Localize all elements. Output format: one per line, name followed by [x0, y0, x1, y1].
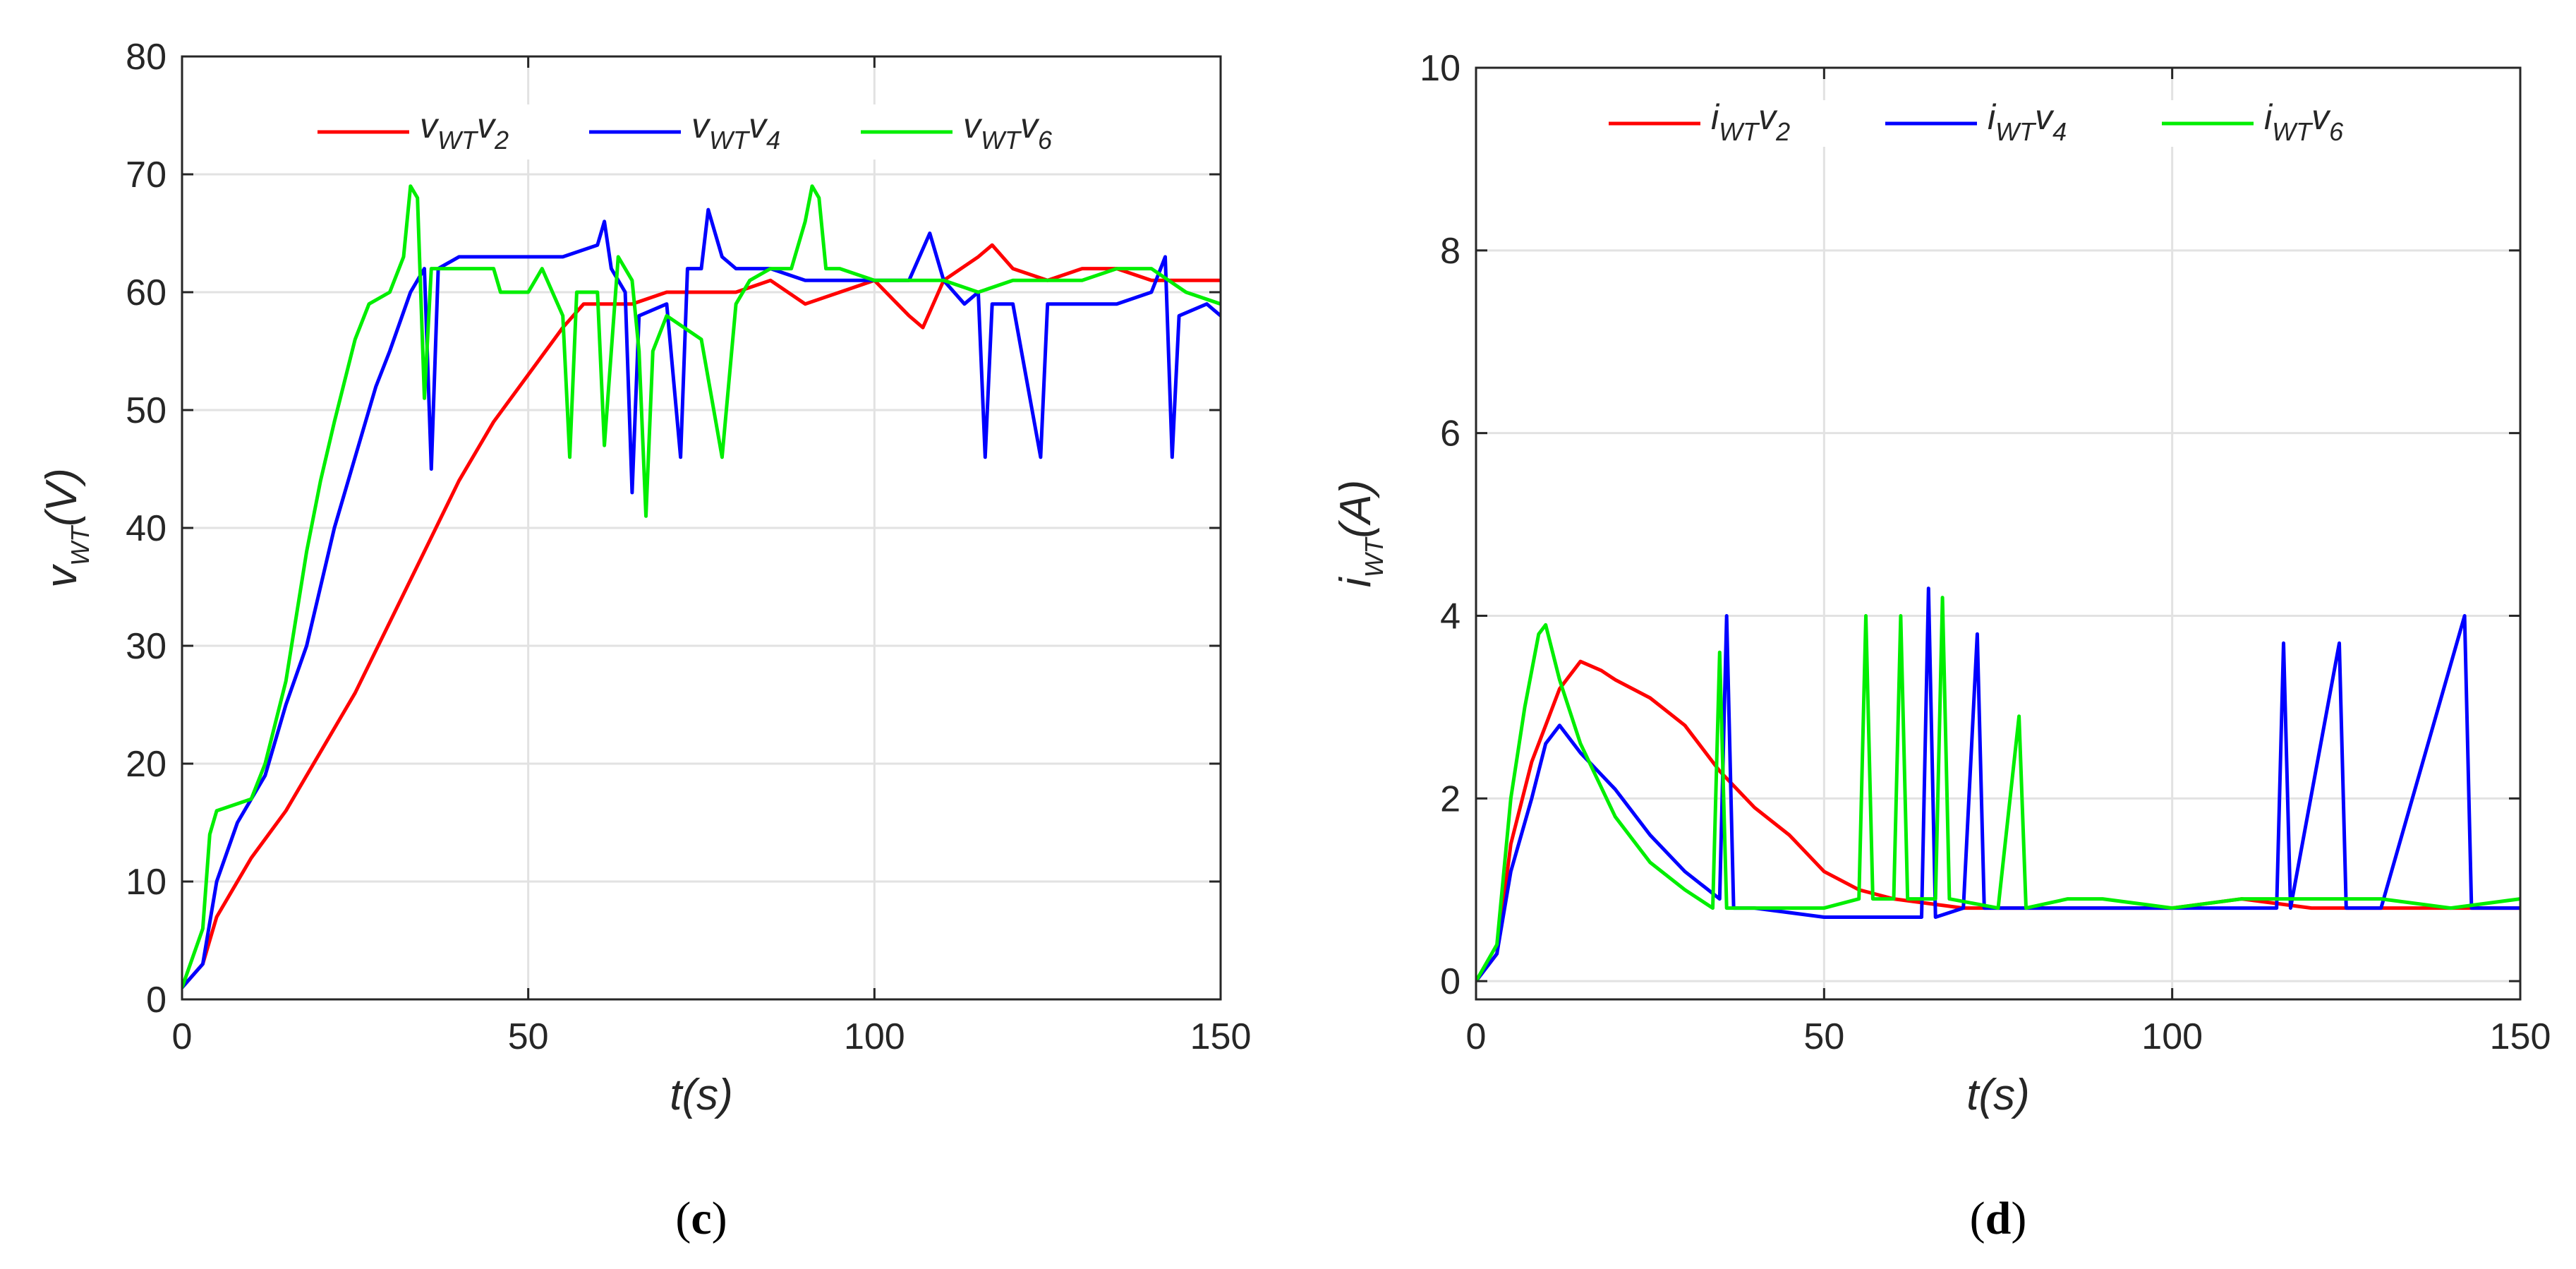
y-tick-label: 0	[1440, 961, 1461, 1002]
y-tick-label: 10	[1420, 48, 1461, 89]
x-tick-label: 100	[844, 1016, 905, 1057]
y-axis-label: iWT(A)	[1331, 480, 1389, 587]
series-line-4	[1476, 587, 2520, 982]
x-tick-label: 150	[1190, 1016, 1252, 1057]
x-axis-label: t(s)	[1966, 1071, 2030, 1119]
y-tick-label: 0	[146, 980, 167, 1021]
x-tick-label: 100	[2141, 1016, 2203, 1057]
plot-area	[1476, 68, 2520, 999]
legend-label: vWTv2	[420, 106, 509, 155]
x-axis-label: t(s)	[670, 1071, 733, 1119]
y-tick-label: 6	[1440, 414, 1461, 455]
x-tick-label: 0	[172, 1016, 193, 1057]
panel-c: 0 50 100 150 0 10 20 30 40 50 60 70 80 t(s) vWT(V) vWTv…	[37, 37, 1251, 1244]
legend-label: vWTv4	[691, 106, 780, 155]
panel-label: (d)	[1970, 1193, 2027, 1244]
y-tick-label: 2	[1440, 778, 1461, 819]
legend: iWTv2 iWTv4 iWTv6	[1602, 97, 2441, 147]
x-tick-label: 50	[1803, 1016, 1844, 1057]
series-line-6	[1476, 596, 2520, 982]
y-axis-label: vWT(V)	[37, 468, 95, 588]
legend: vWTv2 vWTv4 vWTv6	[310, 104, 1129, 160]
series-line-2	[182, 243, 1221, 989]
y-tick-label: 10	[126, 862, 167, 903]
y-tick-label: 4	[1440, 596, 1461, 637]
x-tick-label: 150	[2490, 1016, 2551, 1057]
series-group	[1476, 587, 2520, 982]
y-tick-label: 80	[126, 37, 167, 78]
y-tick-label: 60	[126, 272, 167, 313]
series-line-4	[182, 208, 1221, 989]
legend-label: iWTv2	[1711, 97, 1790, 146]
y-tick-label: 30	[126, 626, 167, 667]
legend-label: iWTv6	[2264, 97, 2344, 146]
axes-box	[1475, 66, 2522, 1001]
y-tick-label: 40	[126, 508, 167, 549]
y-tick-label: 20	[126, 744, 167, 785]
x-tick-label: 50	[508, 1016, 549, 1057]
legend-label: iWTv4	[1988, 97, 2067, 146]
legend-label: vWTv6	[963, 106, 1053, 155]
y-tick-label: 50	[126, 390, 167, 431]
series-line-6	[182, 184, 1221, 989]
y-tick-label: 70	[126, 155, 167, 196]
series-group	[182, 184, 1221, 989]
legend-box	[310, 104, 1129, 160]
y-tick-label: 8	[1440, 231, 1461, 272]
x-tick-label: 0	[1466, 1016, 1487, 1057]
legend-box	[1602, 100, 2441, 147]
panel-label: (c)	[675, 1193, 727, 1244]
